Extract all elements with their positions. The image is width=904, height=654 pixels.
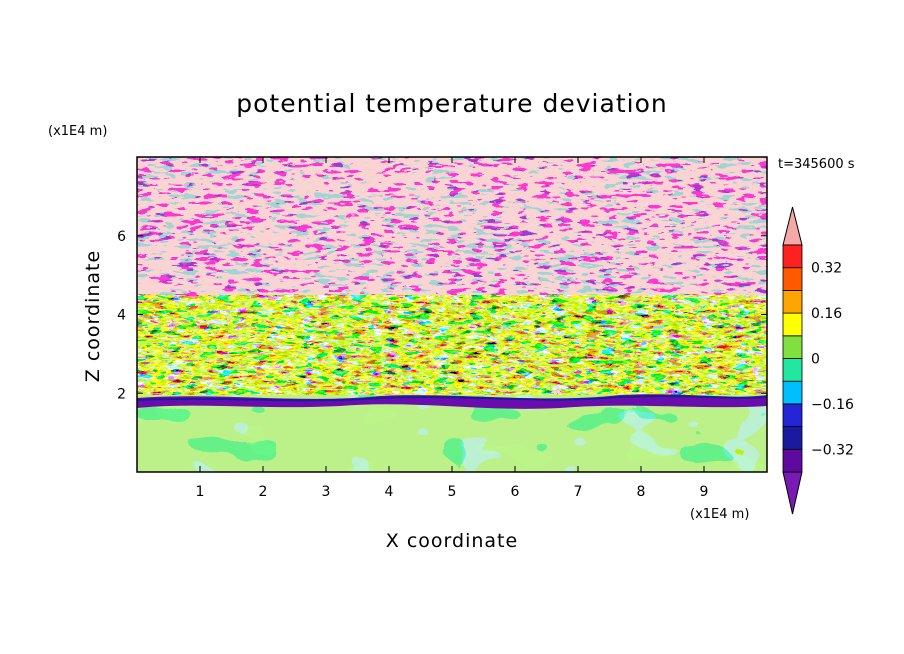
colorbar-segment	[782, 426, 803, 450]
x-tick-label: 6	[511, 484, 520, 500]
colorbar: 0.32 0.16 0 −0.16 −0.32	[782, 206, 854, 515]
colorbar-tick-label: −0.16	[811, 397, 854, 413]
colorbar-segment	[782, 289, 803, 314]
colorbar-segment	[782, 244, 803, 269]
x-tick-label: 8	[637, 484, 646, 500]
x-unit-label: (x1E4 m)	[690, 507, 749, 522]
colorbar-under-arrow	[782, 471, 803, 515]
y-axis-label: Z coordinate	[82, 250, 104, 382]
y-tick-label: 6	[117, 229, 126, 245]
contour-field	[137, 157, 767, 472]
y-tick-label: 4	[117, 308, 126, 324]
y-unit-label: (x1E4 m)	[48, 124, 107, 139]
x-axis-label: X coordinate	[386, 530, 518, 552]
colorbar-segment	[782, 335, 803, 359]
colorbar-segment	[782, 380, 803, 405]
chart-title: potential temperature deviation	[236, 89, 667, 118]
x-axis: 1 2 3 4 5 6 7 8 9	[196, 157, 709, 500]
mixing-zone	[137, 295, 767, 395]
colorbar-segment	[782, 312, 803, 337]
x-tick-label: 9	[700, 484, 709, 500]
y-axis: 2 4 6	[117, 229, 767, 402]
colorbar-segment	[782, 448, 803, 473]
lower-layer	[137, 395, 767, 472]
colorbar-segment	[782, 267, 803, 291]
x-tick-label: 4	[385, 484, 394, 500]
colorbar-tick-label: 0.32	[811, 261, 842, 277]
colorbar-segment	[782, 403, 803, 427]
colorbar-tick-label: 0.16	[811, 306, 842, 322]
colorbar-tick-label: −0.32	[811, 442, 854, 458]
x-tick-label: 3	[322, 484, 331, 500]
x-tick-label: 7	[574, 484, 583, 500]
x-tick-label: 2	[259, 484, 268, 500]
colorbar-tick-label: 0	[811, 352, 820, 368]
x-tick-label: 5	[448, 484, 457, 500]
colorbar-over-arrow	[782, 206, 803, 246]
x-tick-label: 1	[196, 484, 205, 500]
colorbar-segment	[782, 358, 803, 382]
time-label: t=345600 s	[778, 157, 855, 172]
y-tick-label: 2	[117, 386, 126, 402]
